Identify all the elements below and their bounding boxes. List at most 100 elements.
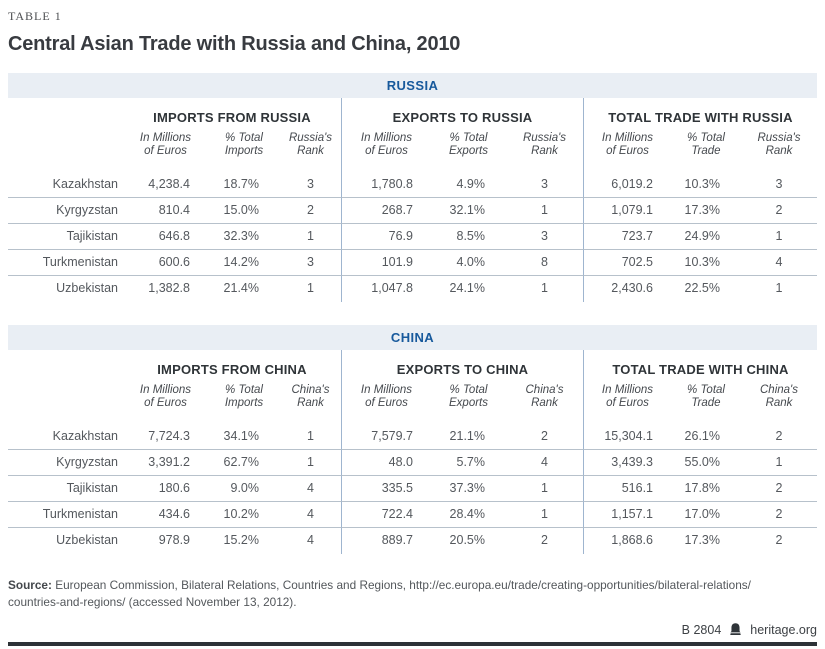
value-cell: 600.6 — [123, 250, 208, 276]
source-line2: countries-and-regions/ (accessed Novembe… — [8, 594, 297, 609]
value-cell: 24.1% — [449, 281, 485, 295]
value-cell: 1,868.6 — [583, 528, 671, 554]
value-cell: 26.1% — [671, 424, 741, 450]
value-cell: 55.0% — [671, 450, 741, 476]
column-header: % Total Exports — [449, 131, 488, 158]
group-header-exports: EXPORTS TO CHINA — [341, 350, 583, 378]
value-cell: 101.9 — [341, 250, 431, 276]
rank-cell: 2 — [775, 533, 783, 547]
rank-cell: 1 — [741, 450, 817, 476]
column-header: Russia's Rank — [522, 131, 567, 158]
group-header-row: IMPORTS FROM RUSSIA EXPORTS TO RUSSIA TO… — [8, 98, 817, 126]
column-header: Russia's Rank — [757, 131, 801, 158]
column-header-row: In Millions of Euros % Total Imports Rus… — [8, 126, 817, 172]
table-row: Tajikistan 646.8 32.3% 1 76.9 8.5% 3 723… — [8, 224, 817, 250]
rank-cell: 4 — [307, 533, 314, 547]
value-cell: 1,382.8 — [148, 281, 190, 295]
value-cell: 62.7% — [208, 450, 280, 476]
value-cell: 723.7 — [583, 224, 671, 250]
table-row: Uzbekistan 1,382.8 21.4% 1 1,047.8 24.1%… — [8, 276, 817, 302]
value-cell: 516.1 — [583, 476, 671, 502]
country-label: Kazakhstan — [8, 172, 123, 198]
value-cell: 3,439.3 — [583, 450, 671, 476]
column-header: In Millions of Euros — [139, 383, 192, 410]
value-cell: 28.4% — [431, 502, 506, 528]
value-cell: 646.8 — [123, 224, 208, 250]
value-cell: 180.6 — [123, 476, 208, 502]
rank-cell: 4 — [741, 250, 817, 276]
value-cell: 15.2% — [223, 533, 259, 547]
value-cell: 15,304.1 — [583, 424, 671, 450]
spacer-cell — [8, 350, 123, 378]
table-row: Kazakhstan 7,724.3 34.1% 1 7,579.7 21.1%… — [8, 424, 817, 450]
table-number-label: TABLE 1 — [8, 9, 62, 23]
rank-cell: 1 — [280, 450, 341, 476]
value-cell: 15.0% — [208, 198, 280, 224]
value-cell: 8.5% — [431, 224, 506, 250]
value-cell: 7,579.7 — [341, 424, 431, 450]
rank-cell: 1 — [307, 281, 314, 295]
column-header: % Total Imports — [224, 131, 264, 158]
column-header-row: In Millions of Euros % Total Imports Chi… — [8, 378, 817, 424]
rank-cell: 1 — [280, 224, 341, 250]
table-row: Tajikistan 180.6 9.0% 4 335.5 37.3% 1 51… — [8, 476, 817, 502]
value-cell: 21.1% — [431, 424, 506, 450]
footer: B 2804 heritage.org — [8, 622, 817, 637]
group-header-exports: EXPORTS TO RUSSIA — [341, 98, 583, 126]
value-cell: 18.7% — [208, 172, 280, 198]
rank-cell: 2 — [741, 198, 817, 224]
spacer-cell — [8, 378, 123, 424]
value-cell: 17.0% — [671, 502, 741, 528]
value-cell: 1,157.1 — [583, 502, 671, 528]
column-header: % Total Trade — [687, 131, 725, 158]
group-header-imports: IMPORTS FROM CHINA — [157, 362, 307, 377]
group-header-imports: IMPORTS FROM RUSSIA — [153, 110, 311, 125]
column-header: In Millions of Euros — [341, 378, 431, 424]
section-band-label: CHINA — [390, 330, 435, 345]
value-cell: 76.9 — [341, 224, 431, 250]
column-header: In Millions of Euros — [583, 126, 671, 172]
value-cell: 1,780.8 — [341, 172, 431, 198]
table-row: Turkmenistan 434.6 10.2% 4 722.4 28.4% 1… — [8, 502, 817, 528]
rank-cell: 1 — [506, 198, 583, 224]
rank-cell: 2 — [741, 476, 817, 502]
value-cell: 9.0% — [208, 476, 280, 502]
value-cell: 889.7 — [341, 528, 431, 554]
rank-cell: 2 — [741, 424, 817, 450]
value-cell: 702.5 — [583, 250, 671, 276]
source-prefix: Source: — [8, 578, 52, 592]
value-cell: 10.3% — [671, 172, 741, 198]
value-cell: 14.2% — [208, 250, 280, 276]
column-header: % Total Exports — [449, 383, 488, 410]
country-label: Kyrgyzstan — [8, 198, 123, 224]
value-cell: 10.2% — [208, 502, 280, 528]
rank-cell: 2 — [541, 533, 548, 547]
publication-code: B 2804 — [681, 622, 722, 637]
value-cell: 4,238.4 — [123, 172, 208, 198]
country-label: Uzbekistan — [56, 533, 118, 547]
rank-cell: 1 — [775, 281, 783, 295]
country-label: Uzbekistan — [56, 281, 118, 295]
rank-cell: 3 — [741, 172, 817, 198]
rank-cell: 4 — [506, 450, 583, 476]
rank-cell: 3 — [280, 172, 341, 198]
china-section: CHINA IMPORTS FROM CHINA EXPORTS TO CHIN… — [8, 325, 817, 554]
value-cell: 268.7 — [341, 198, 431, 224]
value-cell: 978.9 — [158, 533, 190, 547]
column-header: Russia's Rank — [288, 131, 333, 158]
country-label: Tajikistan — [8, 476, 123, 502]
source-note: Source: European Commission, Bilateral R… — [8, 577, 817, 610]
value-cell: 20.5% — [449, 533, 485, 547]
column-header: In Millions of Euros — [139, 131, 192, 158]
value-cell: 335.5 — [341, 476, 431, 502]
section-band-russia: RUSSIA — [8, 73, 817, 98]
value-cell: 17.3% — [684, 533, 720, 547]
rank-cell: 4 — [280, 476, 341, 502]
rank-cell: 8 — [506, 250, 583, 276]
value-cell: 2,430.6 — [583, 276, 671, 302]
group-header-total: TOTAL TRADE WITH CHINA — [583, 350, 817, 378]
value-cell: 17.3% — [671, 198, 741, 224]
value-cell: 722.4 — [341, 502, 431, 528]
rank-cell: 1 — [541, 281, 548, 295]
